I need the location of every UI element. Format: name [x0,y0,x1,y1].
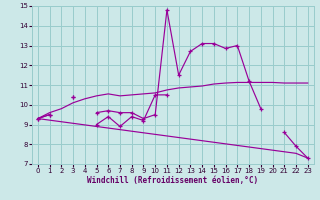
X-axis label: Windchill (Refroidissement éolien,°C): Windchill (Refroidissement éolien,°C) [87,176,258,185]
